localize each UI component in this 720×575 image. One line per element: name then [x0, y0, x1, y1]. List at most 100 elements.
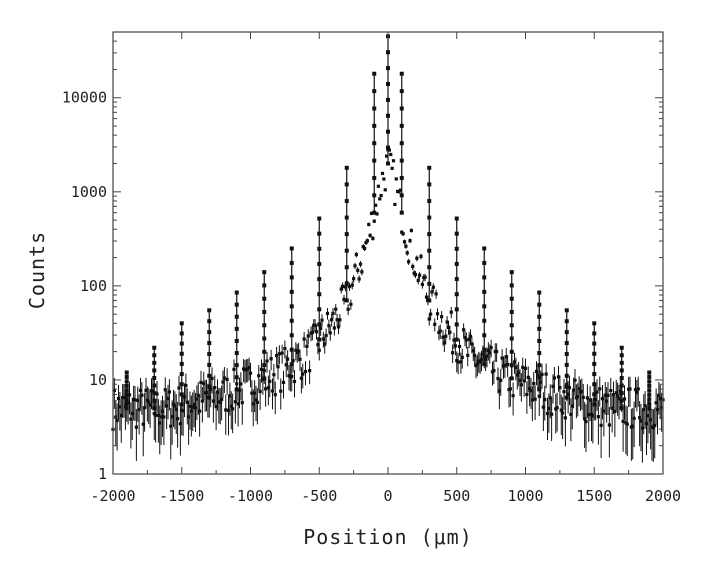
peak-point [234, 375, 239, 380]
data-point [407, 260, 411, 264]
data-point [364, 240, 368, 245]
data-point [401, 232, 405, 236]
peak-point [427, 248, 432, 253]
peak-point [399, 158, 404, 163]
data-point [561, 411, 565, 415]
data-point [350, 283, 354, 287]
peak-point [289, 246, 294, 251]
peak-point [207, 351, 212, 356]
data-point [438, 329, 442, 333]
data-point [317, 348, 321, 352]
data-point [430, 290, 434, 294]
peak-point [317, 231, 322, 236]
data-point [343, 285, 347, 289]
data-point [159, 415, 163, 419]
peak-point [399, 123, 404, 128]
data-point [155, 392, 159, 396]
data-point [512, 360, 517, 364]
data-point [657, 393, 661, 397]
data-point [182, 395, 187, 399]
data-point [391, 159, 396, 163]
data-point [222, 376, 226, 380]
data-point [188, 404, 192, 408]
data-point [385, 154, 389, 158]
data-point [519, 383, 523, 387]
data-point [211, 399, 215, 403]
peak-point [344, 232, 349, 237]
data-point [200, 399, 204, 403]
data-point [563, 416, 567, 420]
peak-point [152, 360, 157, 365]
peak-point [234, 290, 239, 295]
data-point [328, 331, 332, 335]
data-point [283, 346, 287, 351]
data-point [508, 387, 512, 391]
peak-point [509, 376, 514, 381]
data-point [292, 379, 297, 384]
peak-point [454, 292, 459, 297]
peak-point [537, 351, 542, 356]
data-point [325, 311, 330, 316]
data-point [496, 376, 500, 381]
data-point [347, 284, 352, 289]
data-point [166, 396, 170, 401]
data-point [503, 363, 507, 367]
x-tick-label: -500 [301, 487, 337, 505]
data-point [463, 336, 467, 340]
peak-point [262, 309, 267, 314]
data-point [431, 285, 435, 289]
data-point [196, 393, 200, 397]
data-point [239, 382, 243, 386]
peak-point [564, 319, 569, 324]
peak-point [234, 351, 239, 356]
peak-point [482, 260, 487, 265]
data-point [290, 374, 294, 379]
data-point [529, 389, 533, 393]
peak-point [537, 387, 542, 392]
data-point [643, 404, 647, 408]
peak-point [647, 374, 652, 379]
data-point [419, 254, 423, 258]
peak-point [317, 337, 322, 342]
data-point [279, 389, 283, 393]
peak-point [234, 314, 239, 319]
data-point [226, 408, 231, 412]
data-point [213, 385, 217, 390]
peak-point [344, 165, 349, 170]
data-point [530, 398, 534, 402]
data-point [316, 343, 320, 347]
data-point [291, 359, 295, 363]
data-point [642, 407, 646, 412]
peak-point [482, 289, 487, 294]
data-point [602, 409, 606, 413]
data-point [631, 424, 635, 428]
data-point [456, 360, 460, 364]
data-point [232, 367, 236, 371]
peak-point [289, 275, 294, 280]
data-point [284, 363, 288, 367]
peak-point [592, 402, 597, 407]
data-point [151, 389, 155, 393]
data-point [327, 324, 331, 328]
peak-point [234, 363, 239, 368]
peak-point [386, 97, 390, 102]
data-point [435, 312, 440, 316]
peak-point [344, 281, 349, 286]
data-point [511, 394, 515, 398]
peak-point [647, 406, 652, 411]
axes [112, 31, 664, 475]
peak-point [386, 145, 390, 150]
data-point [504, 355, 508, 359]
peak-point [537, 314, 542, 319]
data-point [404, 244, 408, 248]
data-point [466, 353, 470, 357]
peak-point [262, 376, 267, 381]
peak-point [207, 319, 212, 324]
data-point [349, 302, 353, 306]
data-point [276, 365, 280, 369]
data-point [248, 371, 253, 375]
data-point [361, 245, 365, 249]
data-point [264, 387, 268, 391]
y-tick-label: 1 [98, 465, 107, 483]
